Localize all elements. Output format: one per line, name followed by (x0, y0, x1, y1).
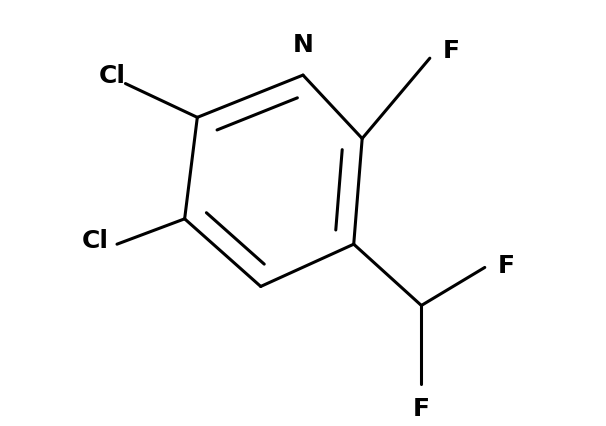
Text: F: F (498, 254, 514, 278)
Text: F: F (442, 39, 459, 63)
Text: Cl: Cl (98, 64, 125, 88)
Text: N: N (293, 33, 313, 57)
Text: F: F (413, 397, 430, 420)
Text: Cl: Cl (82, 228, 108, 252)
